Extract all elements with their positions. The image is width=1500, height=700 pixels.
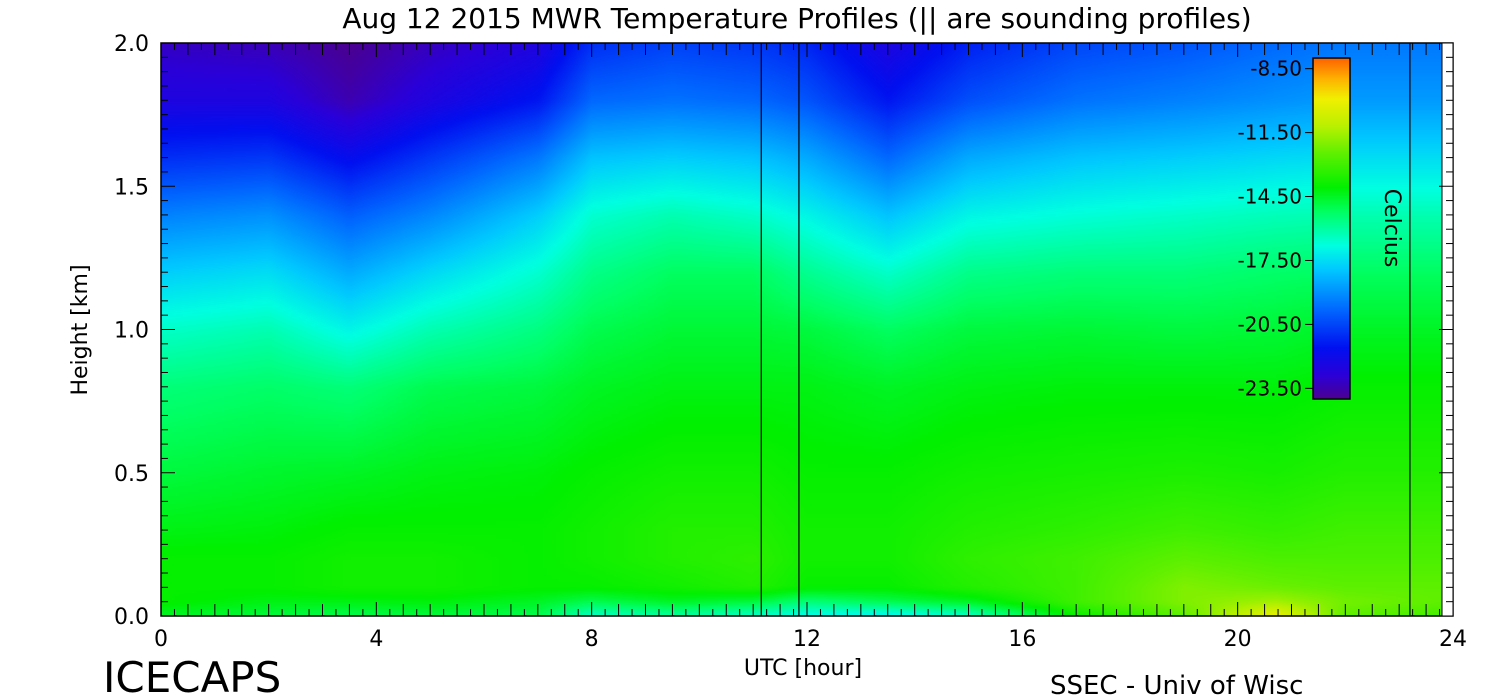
sounding-lines (760, 43, 1411, 616)
colorbar-tick-label: -11.50 (1238, 121, 1302, 145)
colorbar-tick-label: -20.50 (1238, 312, 1302, 336)
colorbar-tick-label: -17.50 (1238, 248, 1302, 272)
x-tick-label: 20 (1224, 627, 1252, 652)
temperature-heatmap (161, 43, 1442, 616)
x-tick-label: 12 (793, 627, 821, 652)
y-tick-label: 1.0 (114, 319, 149, 344)
y-tick-label: 2.0 (114, 32, 149, 57)
colorbar-tick-label: -14.50 (1238, 185, 1302, 209)
x-tick-label: 4 (369, 627, 383, 652)
colorbar-tick-label: -23.50 (1238, 376, 1302, 400)
x-axis-label: UTC [hour] (744, 656, 862, 681)
colorbar-ticks: -8.50 -11.50 -14.50 -17.50 -20.50 -23.50 (1238, 57, 1313, 400)
y-tick-label: 1.5 (114, 175, 149, 200)
y-axis-ticks: 0.0 0.5 1.0 1.5 2.0 (114, 32, 1453, 630)
colorbar-label: Celcius (1379, 189, 1404, 268)
colorbar-tick-label: -8.50 (1250, 57, 1302, 81)
colorbar (1312, 57, 1351, 400)
chart-title: Aug 12 2015 MWR Temperature Profiles (||… (342, 2, 1251, 35)
brand-logo-text: ICECAPS (103, 653, 281, 700)
y-axis-label: Height [km] (68, 264, 93, 395)
x-tick-label: 0 (154, 627, 168, 652)
y-tick-label: 0.0 (114, 605, 149, 630)
x-tick-label: 8 (585, 627, 599, 652)
y-tick-label: 0.5 (114, 462, 149, 487)
x-tick-label: 24 (1439, 627, 1467, 652)
x-axis-ticks: 0 4 8 12 16 20 24 (154, 43, 1467, 652)
x-tick-label: 16 (1008, 627, 1036, 652)
credit-text: SSEC - Univ of Wisc (1050, 671, 1303, 700)
